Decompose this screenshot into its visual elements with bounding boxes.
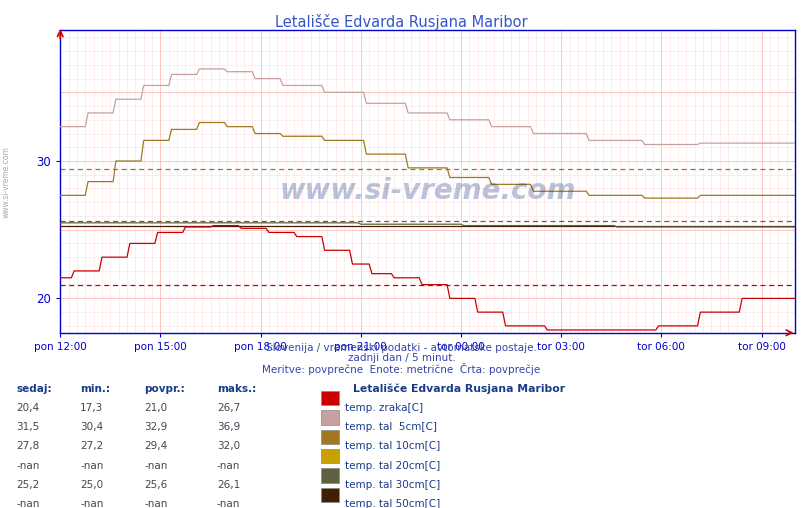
Text: 27,8: 27,8 — [16, 441, 39, 452]
Text: min.:: min.: — [80, 384, 110, 394]
Text: -nan: -nan — [80, 499, 103, 508]
Text: -nan: -nan — [144, 461, 168, 471]
Text: -nan: -nan — [16, 461, 39, 471]
Text: -nan: -nan — [217, 461, 240, 471]
Text: www.si-vreme.com: www.si-vreme.com — [2, 146, 11, 217]
Text: sedaj:: sedaj: — [16, 384, 51, 394]
Text: 17,3: 17,3 — [80, 403, 103, 413]
Text: www.si-vreme.com: www.si-vreme.com — [279, 177, 575, 205]
Text: 30,4: 30,4 — [80, 422, 103, 432]
Text: temp. tal 10cm[C]: temp. tal 10cm[C] — [345, 441, 440, 452]
Text: povpr.:: povpr.: — [144, 384, 185, 394]
Text: 25,2: 25,2 — [16, 480, 39, 490]
Text: 36,9: 36,9 — [217, 422, 240, 432]
Text: 25,6: 25,6 — [144, 480, 168, 490]
Text: 31,5: 31,5 — [16, 422, 39, 432]
Text: 29,4: 29,4 — [144, 441, 168, 452]
Text: 32,9: 32,9 — [144, 422, 168, 432]
Text: maks.:: maks.: — [217, 384, 256, 394]
Text: -nan: -nan — [144, 499, 168, 508]
Text: temp. tal 30cm[C]: temp. tal 30cm[C] — [345, 480, 440, 490]
Text: temp. tal 20cm[C]: temp. tal 20cm[C] — [345, 461, 440, 471]
Text: 25,0: 25,0 — [80, 480, 103, 490]
Text: Meritve: povprečne  Enote: metrične  Črta: povprečje: Meritve: povprečne Enote: metrične Črta:… — [262, 363, 540, 375]
Text: Letališče Edvarda Rusjana Maribor: Letališče Edvarda Rusjana Maribor — [275, 14, 527, 30]
Text: 20,4: 20,4 — [16, 403, 39, 413]
Text: 21,0: 21,0 — [144, 403, 168, 413]
Text: -nan: -nan — [217, 499, 240, 508]
Text: -nan: -nan — [80, 461, 103, 471]
Text: temp. tal 50cm[C]: temp. tal 50cm[C] — [345, 499, 440, 508]
Text: zadnji dan / 5 minut.: zadnji dan / 5 minut. — [347, 353, 455, 363]
Text: -nan: -nan — [16, 499, 39, 508]
Text: 26,1: 26,1 — [217, 480, 240, 490]
Text: temp. tal  5cm[C]: temp. tal 5cm[C] — [345, 422, 437, 432]
Text: Slovenija / vremenski podatki - avtomatske postaje.: Slovenija / vremenski podatki - avtomats… — [265, 343, 537, 353]
Text: 27,2: 27,2 — [80, 441, 103, 452]
Text: Letališče Edvarda Rusjana Maribor: Letališče Edvarda Rusjana Maribor — [353, 384, 565, 394]
Text: temp. zraka[C]: temp. zraka[C] — [345, 403, 423, 413]
Text: 26,7: 26,7 — [217, 403, 240, 413]
Text: 32,0: 32,0 — [217, 441, 240, 452]
